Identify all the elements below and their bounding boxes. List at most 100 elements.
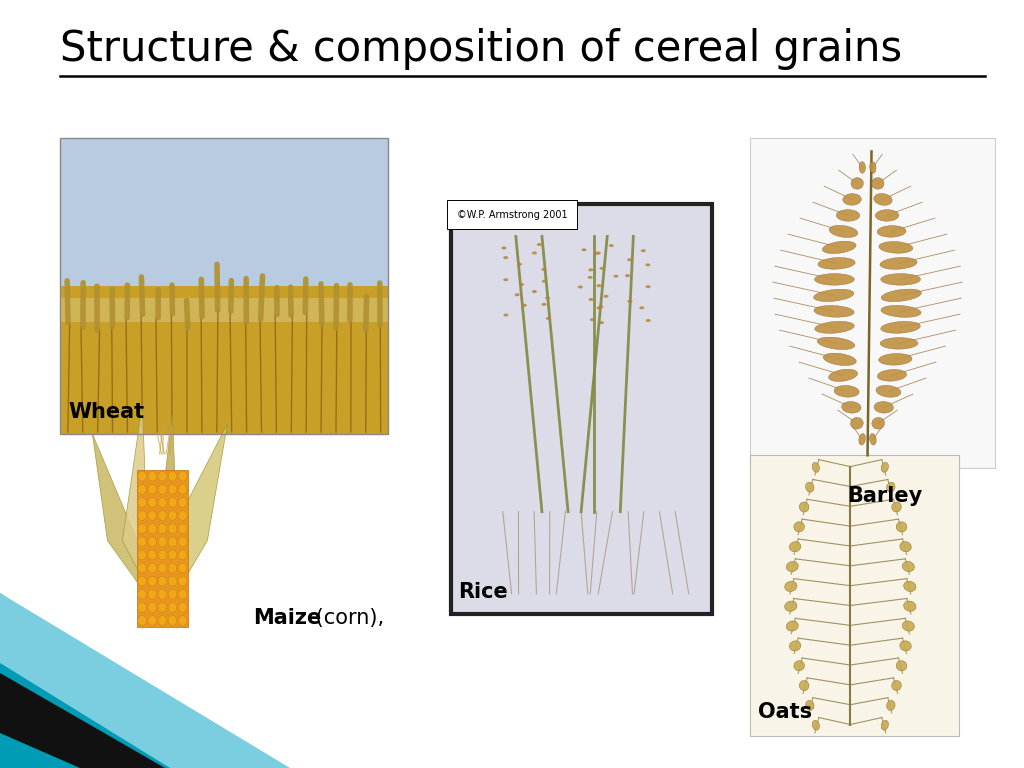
Ellipse shape (596, 284, 601, 287)
Ellipse shape (784, 601, 797, 611)
Ellipse shape (646, 319, 651, 322)
Ellipse shape (138, 602, 146, 612)
Ellipse shape (138, 576, 146, 586)
Ellipse shape (904, 581, 915, 591)
Ellipse shape (597, 306, 601, 310)
Ellipse shape (158, 616, 167, 625)
Ellipse shape (812, 462, 819, 472)
Ellipse shape (902, 561, 914, 571)
Ellipse shape (828, 369, 858, 382)
Text: ©W.P. Armstrong 2001: ©W.P. Armstrong 2001 (457, 210, 567, 220)
Ellipse shape (168, 576, 177, 586)
Text: Oats: Oats (758, 702, 812, 722)
Ellipse shape (178, 550, 187, 560)
Ellipse shape (147, 537, 157, 547)
Ellipse shape (158, 524, 167, 534)
Ellipse shape (545, 296, 550, 300)
Ellipse shape (546, 317, 551, 320)
Ellipse shape (881, 322, 921, 333)
Ellipse shape (589, 298, 594, 301)
Ellipse shape (178, 576, 187, 586)
Ellipse shape (138, 616, 146, 625)
Ellipse shape (178, 498, 187, 508)
Ellipse shape (504, 313, 509, 316)
Ellipse shape (502, 247, 507, 250)
Ellipse shape (158, 550, 167, 560)
Ellipse shape (158, 576, 167, 586)
Ellipse shape (790, 541, 801, 551)
Ellipse shape (147, 576, 157, 586)
Bar (60, 298, 388, 322)
Ellipse shape (178, 616, 187, 625)
Ellipse shape (815, 321, 854, 333)
Ellipse shape (158, 485, 167, 495)
Ellipse shape (542, 303, 547, 306)
Ellipse shape (542, 268, 547, 271)
Ellipse shape (138, 524, 146, 534)
Ellipse shape (794, 521, 805, 532)
Ellipse shape (859, 434, 865, 445)
Ellipse shape (814, 290, 854, 302)
Ellipse shape (178, 563, 187, 573)
Bar (451, 204, 712, 614)
Ellipse shape (835, 386, 859, 397)
Ellipse shape (871, 418, 885, 429)
Ellipse shape (880, 338, 918, 349)
Ellipse shape (168, 498, 177, 508)
Ellipse shape (138, 511, 146, 521)
Text: (corn),: (corn), (308, 607, 384, 627)
Ellipse shape (902, 621, 914, 631)
Ellipse shape (641, 249, 646, 252)
Ellipse shape (147, 485, 157, 495)
Ellipse shape (800, 680, 809, 690)
Ellipse shape (800, 502, 809, 512)
Ellipse shape (837, 210, 860, 221)
Ellipse shape (531, 251, 537, 254)
Ellipse shape (147, 563, 157, 573)
Ellipse shape (147, 498, 157, 508)
Ellipse shape (784, 581, 797, 591)
Text: Maize: Maize (254, 607, 322, 627)
Polygon shape (92, 434, 163, 617)
Ellipse shape (904, 601, 915, 611)
Ellipse shape (859, 161, 865, 174)
Ellipse shape (822, 241, 856, 253)
Ellipse shape (814, 273, 854, 285)
Ellipse shape (892, 502, 901, 512)
Ellipse shape (794, 660, 805, 670)
Ellipse shape (168, 616, 177, 625)
Ellipse shape (503, 256, 508, 259)
Ellipse shape (812, 720, 819, 730)
Ellipse shape (147, 550, 157, 560)
Ellipse shape (817, 337, 855, 349)
Ellipse shape (522, 303, 527, 306)
Ellipse shape (881, 273, 921, 285)
Ellipse shape (613, 275, 618, 278)
Ellipse shape (138, 498, 146, 508)
Ellipse shape (880, 257, 918, 270)
Ellipse shape (869, 434, 877, 445)
Ellipse shape (786, 621, 799, 631)
Ellipse shape (582, 248, 587, 251)
Ellipse shape (147, 472, 157, 481)
Ellipse shape (519, 283, 524, 286)
Ellipse shape (879, 353, 912, 365)
Ellipse shape (625, 274, 630, 277)
Ellipse shape (138, 537, 146, 547)
Ellipse shape (900, 541, 911, 551)
Ellipse shape (138, 589, 146, 599)
Polygon shape (163, 424, 227, 617)
Ellipse shape (790, 641, 801, 651)
Ellipse shape (147, 602, 157, 612)
Polygon shape (0, 593, 290, 768)
Ellipse shape (645, 285, 650, 288)
Ellipse shape (178, 472, 187, 481)
Bar (750, 455, 959, 736)
Text: Rice: Rice (459, 582, 508, 602)
Ellipse shape (876, 210, 899, 221)
Bar (137, 470, 187, 627)
Ellipse shape (147, 511, 157, 521)
Ellipse shape (147, 524, 157, 534)
Ellipse shape (158, 537, 167, 547)
Ellipse shape (588, 276, 593, 279)
